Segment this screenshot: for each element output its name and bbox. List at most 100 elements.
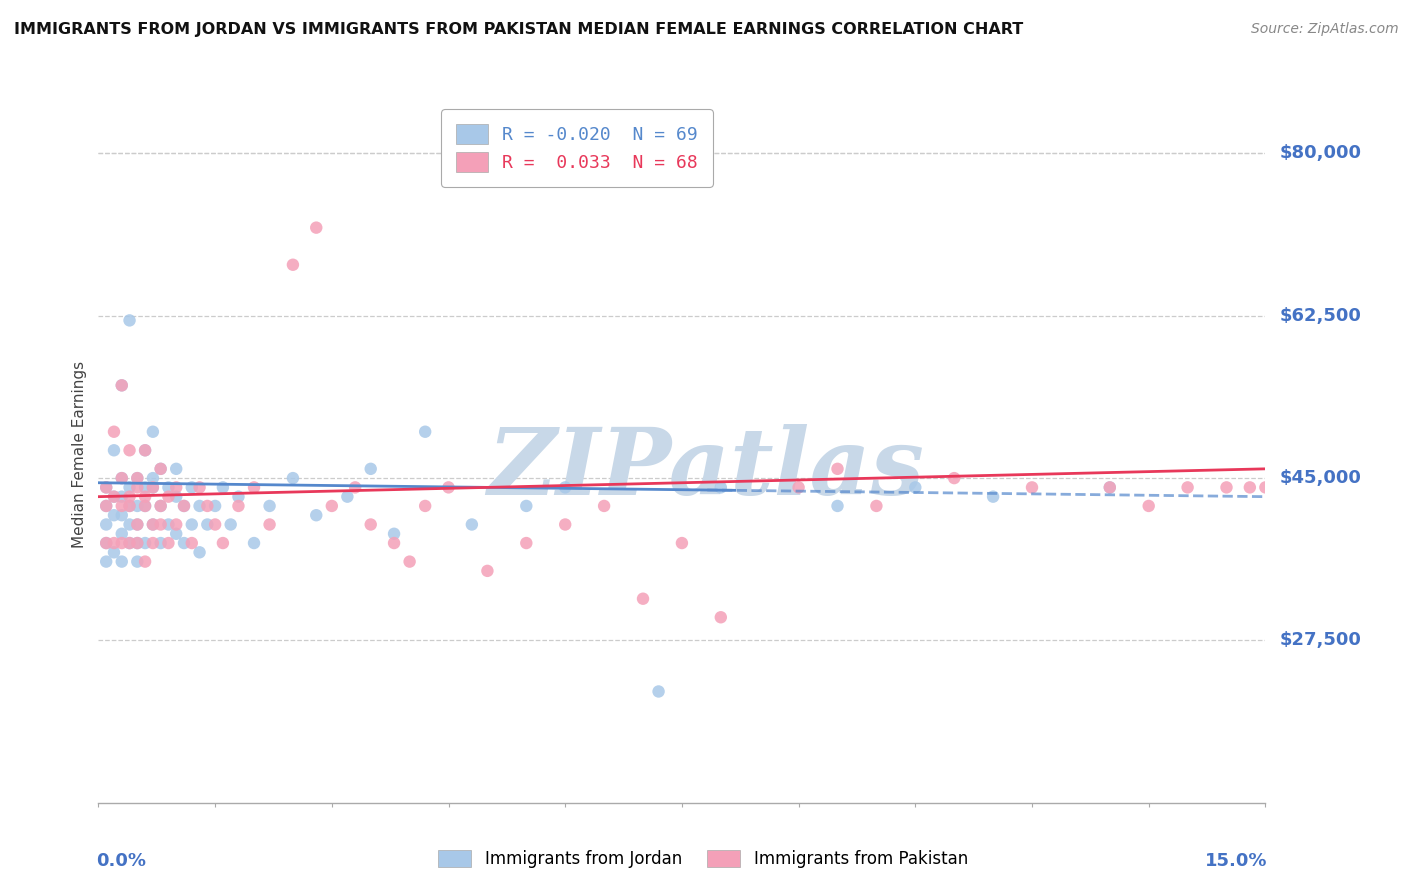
- Point: [134, 555, 156, 569]
- Point: [787, 480, 810, 494]
- Point: [118, 313, 141, 327]
- Point: [157, 517, 180, 532]
- Point: [710, 480, 733, 494]
- Point: [103, 443, 125, 458]
- Point: [103, 425, 125, 439]
- Point: [127, 471, 149, 485]
- Point: [111, 555, 134, 569]
- Point: [127, 536, 149, 550]
- Point: [281, 258, 304, 272]
- Legend: R = -0.020  N = 69, R =  0.033  N = 68: R = -0.020 N = 69, R = 0.033 N = 68: [441, 109, 713, 187]
- Point: [1021, 480, 1043, 494]
- Point: [336, 490, 359, 504]
- Point: [647, 684, 669, 698]
- Text: $62,500: $62,500: [1279, 307, 1361, 325]
- Point: [96, 517, 118, 532]
- Point: [127, 480, 149, 494]
- Point: [165, 480, 187, 494]
- Point: [515, 499, 537, 513]
- Point: [461, 517, 484, 532]
- Point: [1239, 480, 1261, 494]
- Text: $45,000: $45,000: [1279, 469, 1361, 487]
- Point: [259, 499, 281, 513]
- Point: [360, 462, 382, 476]
- Point: [111, 490, 134, 504]
- Point: [157, 480, 180, 494]
- Text: IMMIGRANTS FROM JORDAN VS IMMIGRANTS FROM PAKISTAN MEDIAN FEMALE EARNINGS CORREL: IMMIGRANTS FROM JORDAN VS IMMIGRANTS FRO…: [14, 22, 1024, 37]
- Point: [212, 536, 235, 550]
- Text: 15.0%: 15.0%: [1205, 852, 1268, 870]
- Point: [243, 536, 266, 550]
- Point: [904, 480, 927, 494]
- Point: [96, 536, 118, 550]
- Point: [118, 536, 141, 550]
- Point: [554, 517, 576, 532]
- Point: [103, 490, 125, 504]
- Point: [281, 471, 304, 485]
- Text: Source: ZipAtlas.com: Source: ZipAtlas.com: [1251, 22, 1399, 37]
- Point: [111, 471, 134, 485]
- Point: [188, 480, 211, 494]
- Point: [554, 480, 576, 494]
- Point: [118, 517, 141, 532]
- Point: [127, 517, 149, 532]
- Point: [118, 480, 141, 494]
- Point: [195, 517, 218, 532]
- Point: [142, 480, 165, 494]
- Point: [111, 499, 134, 513]
- Point: [243, 480, 266, 494]
- Point: [134, 490, 156, 504]
- Point: [111, 508, 134, 523]
- Point: [111, 471, 134, 485]
- Point: [259, 517, 281, 532]
- Point: [1254, 480, 1277, 494]
- Point: [165, 526, 187, 541]
- Point: [305, 220, 328, 235]
- Point: [165, 462, 187, 476]
- Point: [593, 499, 616, 513]
- Point: [149, 462, 172, 476]
- Point: [118, 490, 141, 504]
- Point: [180, 536, 202, 550]
- Point: [118, 536, 141, 550]
- Point: [96, 480, 118, 494]
- Point: [111, 378, 134, 392]
- Point: [398, 555, 420, 569]
- Text: $27,500: $27,500: [1279, 632, 1361, 649]
- Point: [127, 499, 149, 513]
- Point: [710, 610, 733, 624]
- Point: [344, 480, 367, 494]
- Point: [127, 471, 149, 485]
- Point: [149, 536, 172, 550]
- Point: [173, 499, 195, 513]
- Point: [103, 490, 125, 504]
- Point: [173, 499, 195, 513]
- Point: [134, 443, 156, 458]
- Point: [1177, 480, 1199, 494]
- Point: [228, 490, 250, 504]
- Legend: Immigrants from Jordan, Immigrants from Pakistan: Immigrants from Jordan, Immigrants from …: [432, 843, 974, 875]
- Point: [515, 536, 537, 550]
- Point: [943, 471, 966, 485]
- Point: [142, 517, 165, 532]
- Point: [142, 425, 165, 439]
- Point: [188, 545, 211, 559]
- Point: [134, 499, 156, 513]
- Point: [149, 462, 172, 476]
- Point: [142, 536, 165, 550]
- Point: [981, 490, 1004, 504]
- Point: [195, 499, 218, 513]
- Point: [477, 564, 499, 578]
- Point: [212, 480, 235, 494]
- Point: [127, 517, 149, 532]
- Point: [103, 508, 125, 523]
- Text: 0.0%: 0.0%: [96, 852, 146, 870]
- Point: [127, 536, 149, 550]
- Point: [827, 462, 849, 476]
- Point: [671, 536, 693, 550]
- Point: [111, 536, 134, 550]
- Point: [413, 499, 436, 513]
- Point: [1098, 480, 1121, 494]
- Point: [149, 499, 172, 513]
- Point: [142, 471, 165, 485]
